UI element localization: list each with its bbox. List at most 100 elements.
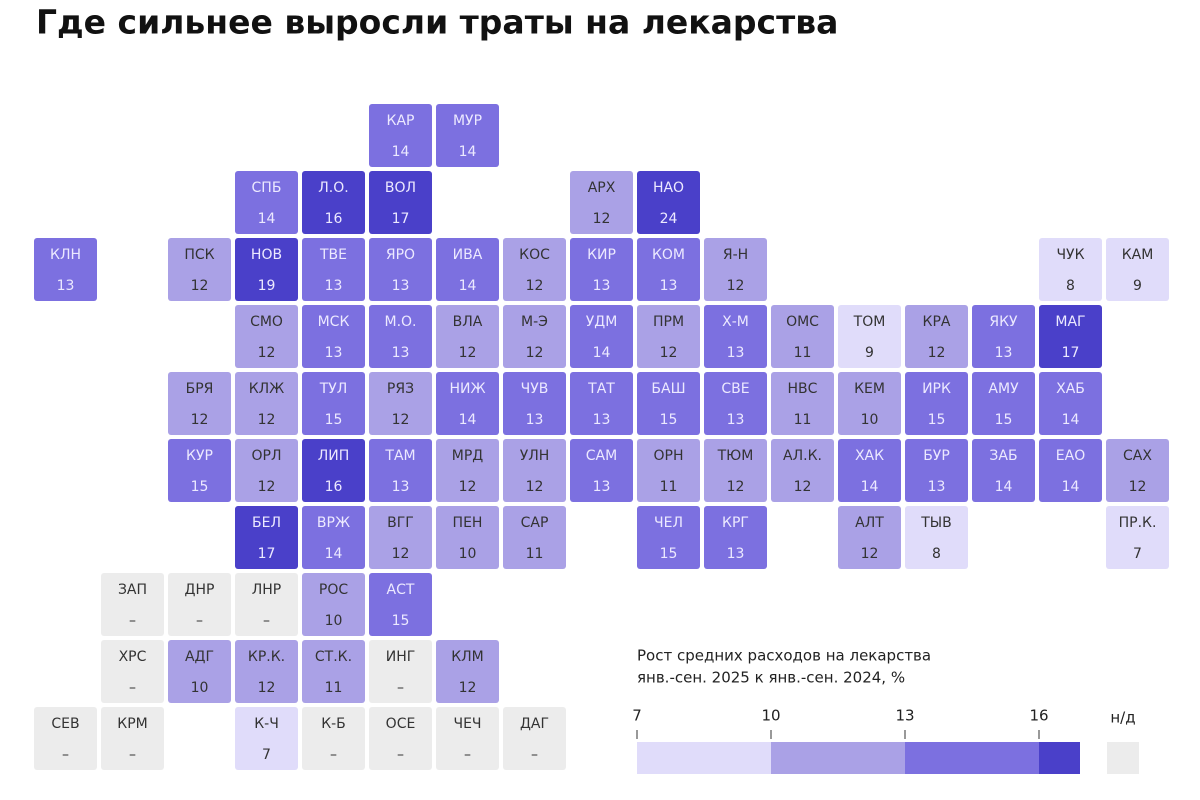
region-value: 24 bbox=[660, 211, 678, 227]
region-label: АСТ bbox=[387, 582, 415, 598]
region-tile bbox=[302, 238, 365, 301]
region-value: 13 bbox=[593, 479, 611, 495]
region-tile bbox=[503, 238, 566, 301]
region-label: ТУЛ bbox=[319, 381, 348, 397]
legend-na-label: н/д bbox=[1110, 709, 1135, 727]
region-label: ТОМ bbox=[853, 314, 886, 330]
region-tile bbox=[503, 439, 566, 502]
legend-title: Рост средних расходов на лекарства bbox=[637, 647, 931, 665]
region-tile bbox=[1106, 506, 1169, 569]
region-tile bbox=[34, 707, 97, 770]
region-label: ОМС bbox=[786, 314, 819, 330]
region-label: ИВА bbox=[453, 247, 483, 263]
region-label: ХАК bbox=[855, 448, 884, 464]
region-value: 10 bbox=[459, 546, 477, 562]
region-value: 14 bbox=[1062, 479, 1080, 495]
region-tile bbox=[369, 305, 432, 368]
region-value: 12 bbox=[526, 278, 544, 294]
region-label: САР bbox=[521, 515, 549, 531]
region-tile bbox=[235, 439, 298, 502]
region-label: ТЮМ bbox=[717, 448, 754, 464]
region-value: 11 bbox=[325, 680, 343, 696]
region-label: СПБ bbox=[252, 180, 282, 196]
region-tile bbox=[168, 372, 231, 435]
region-value: 10 bbox=[191, 680, 209, 696]
region-tile bbox=[637, 305, 700, 368]
region-tile bbox=[771, 372, 834, 435]
region-label: ОРЛ bbox=[252, 448, 282, 464]
region-value: 17 bbox=[392, 211, 410, 227]
region-tile bbox=[1039, 305, 1102, 368]
region-value: 12 bbox=[191, 278, 209, 294]
region-label: АМУ bbox=[988, 381, 1019, 397]
region-label: БАШ bbox=[651, 381, 685, 397]
region-label: ВРЖ bbox=[317, 515, 350, 531]
region-value: – bbox=[129, 613, 136, 629]
region-value: 7 bbox=[1133, 546, 1142, 562]
region-tile bbox=[101, 640, 164, 703]
legend-tick-label: 16 bbox=[1029, 707, 1048, 725]
region-tile bbox=[34, 238, 97, 301]
region-value: – bbox=[330, 747, 337, 763]
region-label: КЛЖ bbox=[249, 381, 285, 397]
region-value: 9 bbox=[865, 345, 874, 361]
region-tile bbox=[637, 171, 700, 234]
region-tile bbox=[637, 439, 700, 502]
region-value: 12 bbox=[727, 479, 745, 495]
region-value: – bbox=[397, 680, 404, 696]
region-label: КОМ bbox=[652, 247, 685, 263]
legend-swatch bbox=[637, 742, 771, 774]
region-tile bbox=[168, 439, 231, 502]
region-label: ЧУВ bbox=[521, 381, 549, 397]
region-label: КАР bbox=[387, 113, 415, 129]
region-label: КАМ bbox=[1122, 247, 1154, 263]
region-label: ЧЕЛ bbox=[654, 515, 683, 531]
region-tile bbox=[235, 238, 298, 301]
region-value: 12 bbox=[928, 345, 946, 361]
region-tile bbox=[704, 372, 767, 435]
region-label: АЛТ bbox=[855, 515, 884, 531]
region-label: ЯРО bbox=[386, 247, 415, 263]
region-label: КРА bbox=[923, 314, 951, 330]
region-tile bbox=[905, 439, 968, 502]
region-tile bbox=[168, 238, 231, 301]
region-tile bbox=[302, 707, 365, 770]
region-value: 13 bbox=[727, 345, 745, 361]
region-tile bbox=[838, 506, 901, 569]
region-tile bbox=[570, 238, 633, 301]
region-label: САХ bbox=[1123, 448, 1152, 464]
region-value: 12 bbox=[861, 546, 879, 562]
region-value: 12 bbox=[459, 479, 477, 495]
region-label: ИНГ bbox=[386, 649, 416, 665]
region-label: ПСК bbox=[184, 247, 214, 263]
region-label: ТАТ bbox=[587, 381, 615, 397]
region-value: 8 bbox=[1066, 278, 1075, 294]
region-tile bbox=[436, 372, 499, 435]
region-value: – bbox=[196, 613, 203, 629]
region-value: 13 bbox=[593, 278, 611, 294]
legend-swatch bbox=[1039, 742, 1080, 774]
region-value: 14 bbox=[995, 479, 1013, 495]
region-tile bbox=[436, 506, 499, 569]
region-tile bbox=[369, 372, 432, 435]
region-value: 12 bbox=[727, 278, 745, 294]
region-value: 13 bbox=[928, 479, 946, 495]
region-tile bbox=[369, 104, 432, 167]
region-label: КР.К. bbox=[248, 649, 285, 665]
region-tile bbox=[570, 171, 633, 234]
region-tile bbox=[302, 372, 365, 435]
region-label: КЛН bbox=[50, 247, 81, 263]
region-tile bbox=[637, 372, 700, 435]
region-tile bbox=[302, 573, 365, 636]
region-value: – bbox=[397, 747, 404, 763]
region-label: БЕЛ bbox=[252, 515, 281, 531]
region-value: 12 bbox=[258, 412, 276, 428]
region-label: АДГ bbox=[185, 649, 214, 665]
region-tile bbox=[302, 506, 365, 569]
region-tile bbox=[838, 305, 901, 368]
region-value: 12 bbox=[660, 345, 678, 361]
region-value: 14 bbox=[1062, 412, 1080, 428]
region-value: 11 bbox=[794, 345, 812, 361]
region-tile bbox=[503, 707, 566, 770]
